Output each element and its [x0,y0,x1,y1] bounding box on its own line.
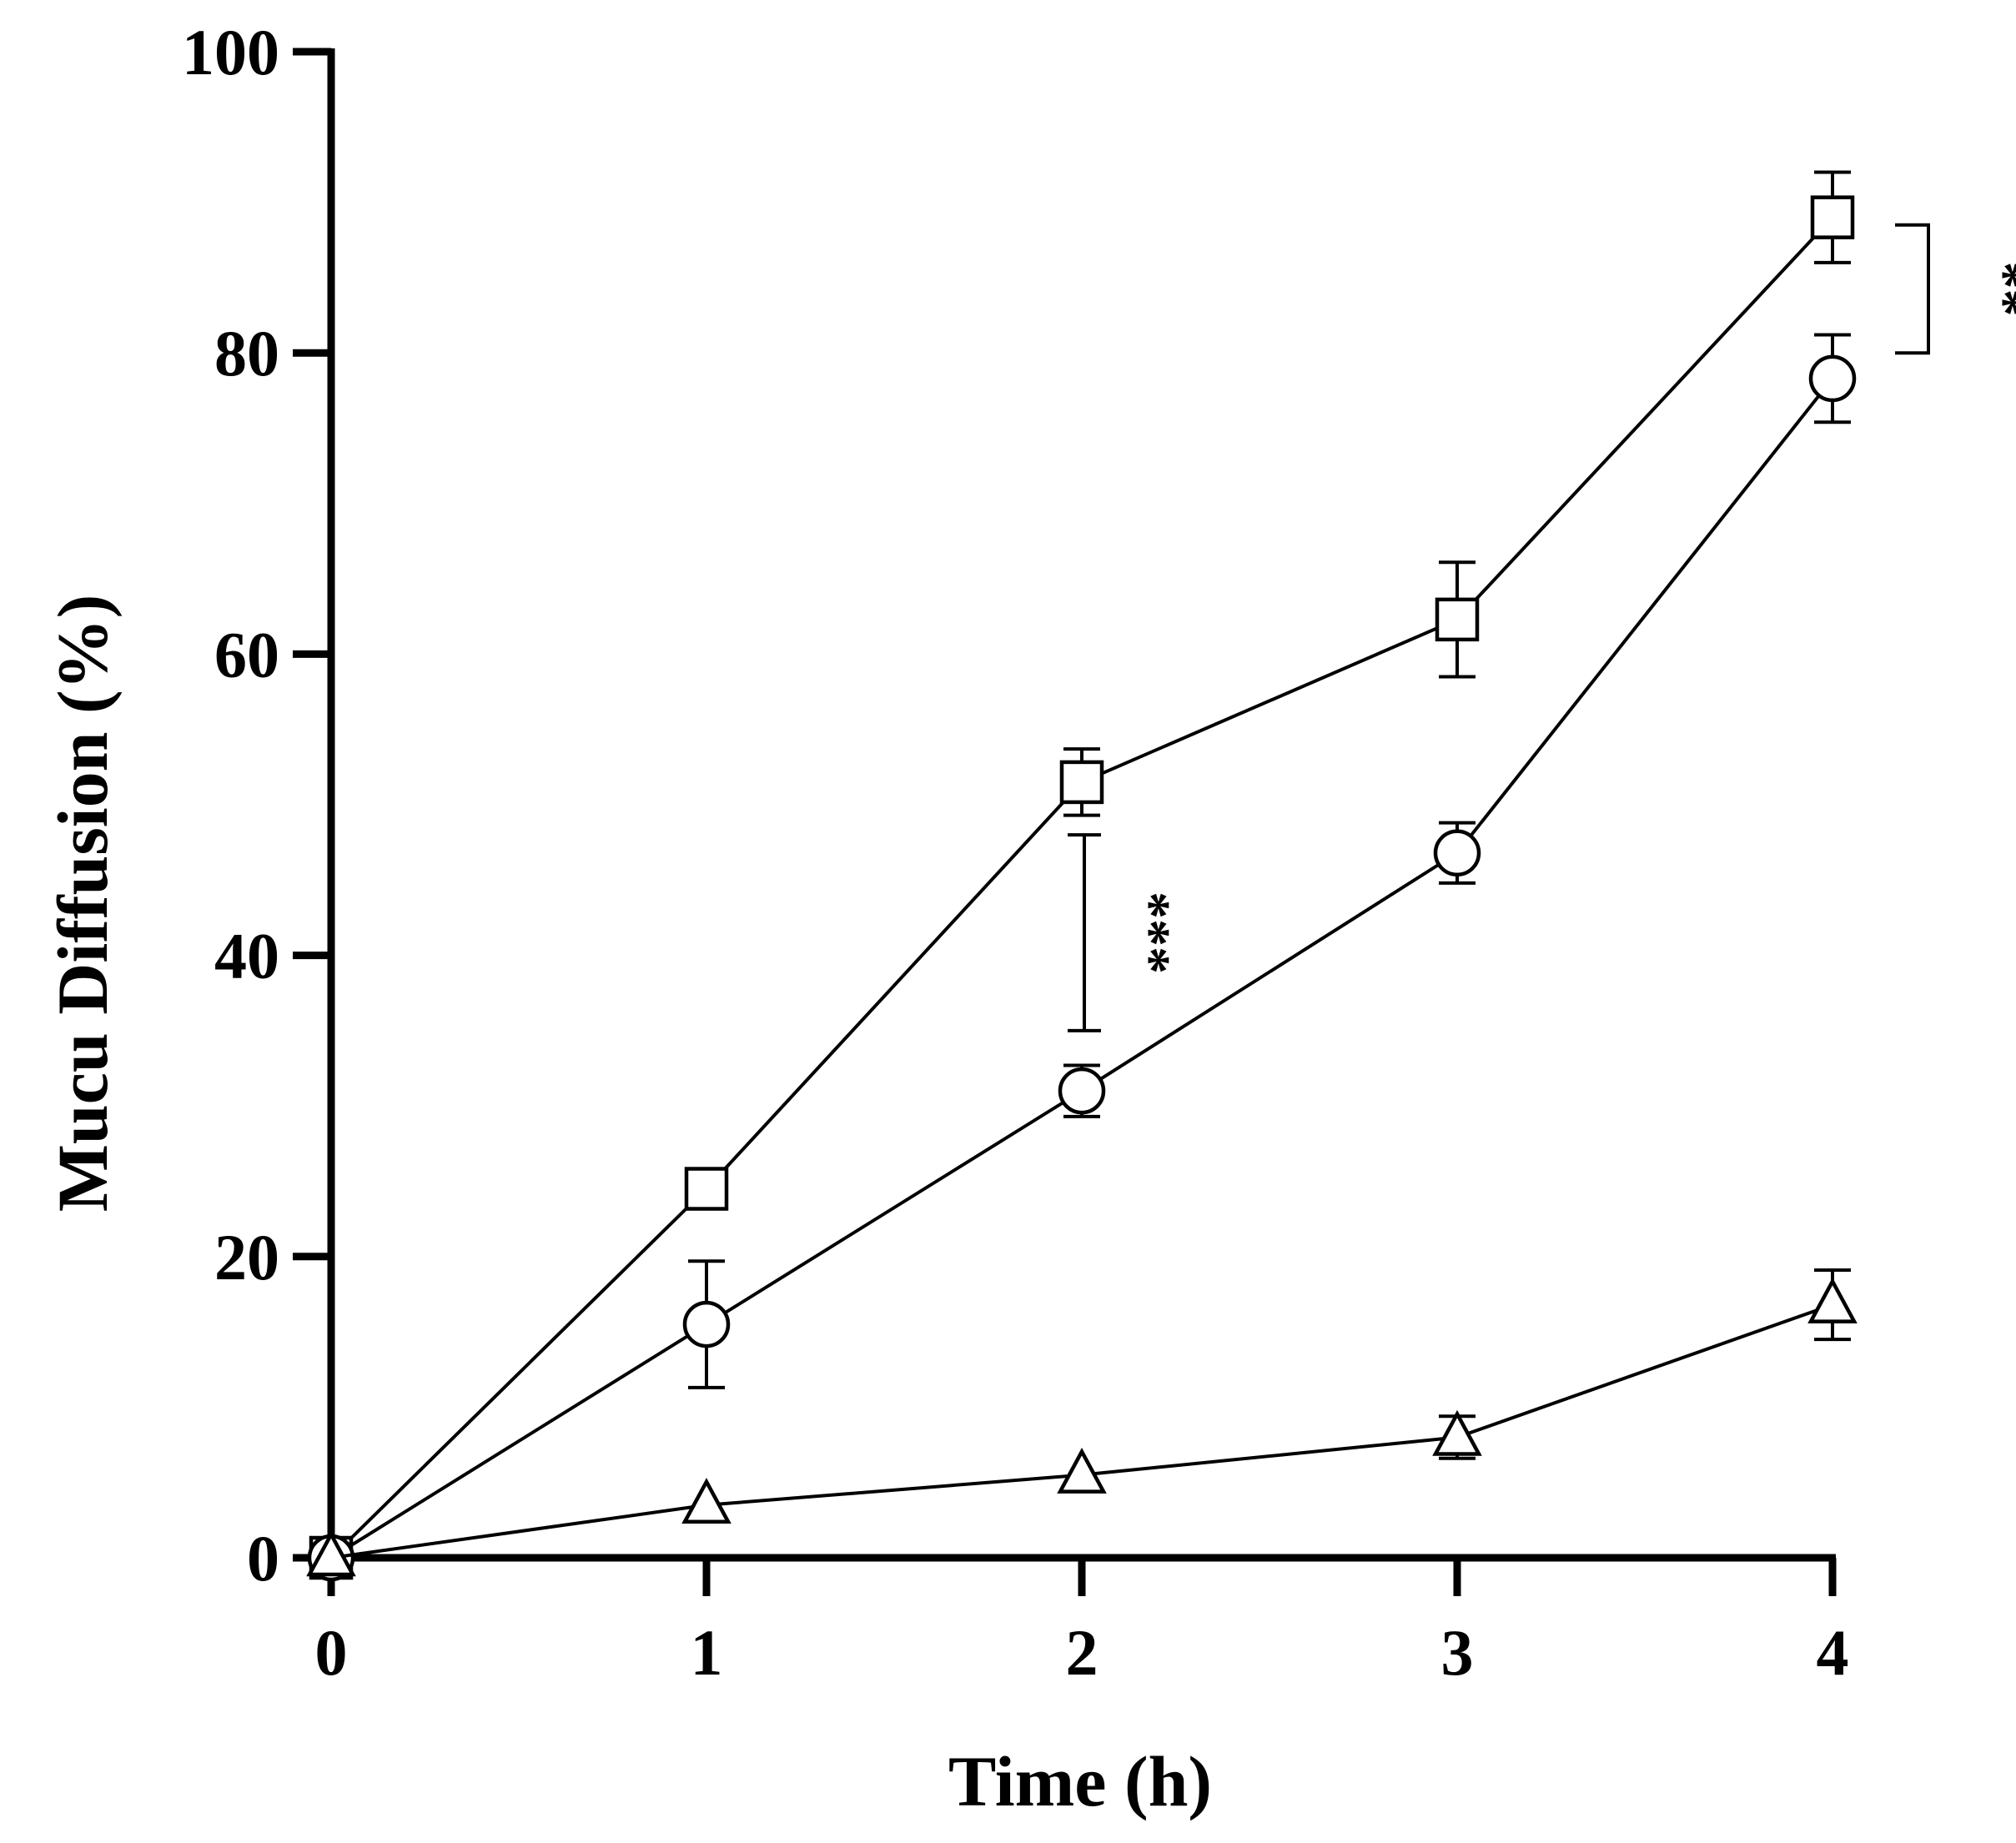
series-line-square [329,216,1834,1559]
y-tick-label: 100 [182,16,279,88]
x-tick-label: 1 [691,1616,723,1689]
data-point-square [1810,195,1855,239]
axes-layer: 0 20 40 60 80 100 0 1 2 3 4 [182,16,1849,1689]
data-point-circle [1433,829,1481,877]
series-line-circle [329,377,1834,1559]
data-point-square [1059,760,1104,805]
data-point-triangle [1807,1277,1858,1323]
data-point-triangle [306,1530,356,1577]
significance-label: ** [1974,261,2016,316]
y-tick-label: 0 [247,1522,279,1594]
significance-bracket [1895,223,1930,355]
x-axis-title: Time (h) [948,1741,1212,1821]
x-tick-label: 0 [315,1616,348,1689]
x-tick-label: 3 [1441,1616,1474,1689]
y-tick-label: 20 [214,1221,279,1293]
data-point-square [1435,597,1480,642]
data-point-triangle [1057,1447,1107,1494]
y-axis-title: Mucu Diffusion (%) [43,595,123,1213]
significance-label: *** [1120,891,1181,974]
y-tick-label: 80 [214,317,279,389]
data-point-square [684,1167,729,1211]
series-layer [306,170,1858,1582]
data-point-circle [1058,1067,1106,1115]
data-point-circle [1808,354,1857,403]
data-point-triangle [1432,1409,1482,1456]
series-line-triangle [330,1303,1833,1559]
x-tick-label: 4 [1817,1616,1849,1689]
x-tick-label: 2 [1066,1616,1098,1689]
y-tick-label: 60 [214,618,279,690]
y-tick-label: 40 [214,920,279,992]
annotation-layer: ***** [1068,223,2016,1032]
data-point-circle [682,1300,731,1348]
data-point-triangle [681,1478,731,1524]
